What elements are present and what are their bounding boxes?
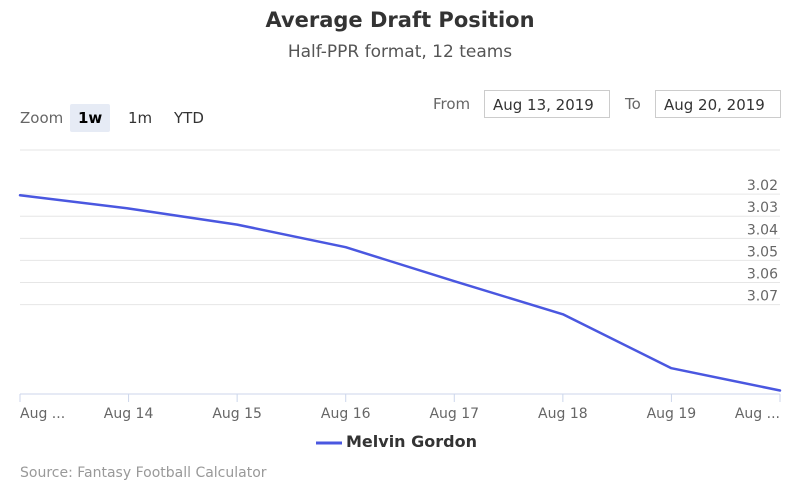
data-point[interactable] (343, 244, 349, 250)
data-point[interactable] (668, 365, 674, 371)
source-credit: Source: Fantasy Football Calculator (20, 465, 267, 481)
y-tick-label: 3.02 (747, 178, 778, 194)
data-point[interactable] (234, 222, 240, 228)
zoom-1m-button[interactable]: 1m (128, 109, 153, 127)
data-point[interactable] (560, 311, 566, 317)
y-tick-label: 3.04 (747, 222, 778, 238)
series-line-melvin-gordon (18, 194, 782, 392)
x-tick-label: Aug 18 (538, 406, 588, 422)
x-tick-label: Aug 16 (321, 406, 371, 422)
y-tick-label: 3.06 (747, 266, 778, 282)
legend-item-melvin-gordon[interactable]: Melvin Gordon (316, 432, 477, 451)
data-point[interactable] (17, 192, 23, 198)
x-tick-label: Aug 14 (104, 406, 154, 422)
x-tick-label: Aug 15 (212, 406, 262, 422)
zoom-label: Zoom (20, 109, 64, 127)
x-axis (19, 393, 781, 402)
range-from-input[interactable]: Aug 13, 2019 (484, 90, 610, 118)
data-point[interactable] (126, 206, 132, 212)
chart-subtitle: Half-PPR format, 12 teams (287, 42, 513, 62)
x-tick-label: Aug 19 (647, 406, 697, 422)
series-layer (17, 192, 783, 393)
chart-title: Average Draft Position (265, 8, 535, 32)
grid-lines (20, 149, 780, 306)
y-tick-label: 3.05 (747, 244, 778, 260)
data-point[interactable] (777, 387, 783, 393)
x-tick-label: Aug ... (20, 406, 65, 422)
y-tick-label: 3.07 (747, 289, 778, 305)
zoom-ytd-button[interactable]: YTD (174, 109, 204, 127)
range-from-label: From (433, 95, 471, 113)
range-to-label: To (625, 95, 641, 113)
x-tick-label: Aug 17 (429, 406, 479, 422)
x-tick-label: Aug ... (735, 406, 780, 422)
y-tick-label: 3.03 (747, 200, 778, 216)
legend-line-icon (316, 441, 342, 444)
range-to-input[interactable]: Aug 20, 2019 (655, 90, 781, 118)
tick-labels: 3.02 3.03 3.04 3.05 3.06 3.07 Aug ... Aug 14 Aug… (20, 178, 780, 422)
data-point[interactable] (451, 278, 457, 284)
legend-label: Melvin Gordon (346, 432, 477, 451)
zoom-1w-button[interactable]: 1w (70, 104, 111, 132)
